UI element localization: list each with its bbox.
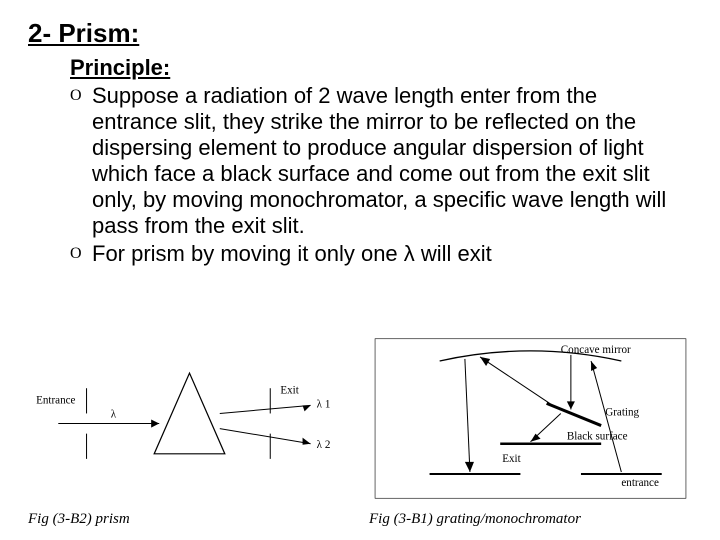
figures-row: Entrance λ Exit λ 1 — [28, 328, 692, 528]
bullet-text: For prism by moving it only one λ will e… — [92, 241, 682, 267]
prism-diagram: Entrance λ Exit λ 1 — [28, 328, 351, 509]
label-lambda1: λ 1 — [317, 398, 331, 410]
label-grating: Grating — [605, 406, 639, 418]
figure-prism: Entrance λ Exit λ 1 — [28, 328, 351, 528]
bullet-marker: O — [70, 83, 92, 106]
list-item: O Suppose a radiation of 2 wave length e… — [70, 83, 682, 239]
bullet-list: O Suppose a radiation of 2 wave length e… — [70, 83, 682, 267]
list-item: O For prism by moving it only one λ will… — [70, 241, 682, 267]
slide-title: 2- Prism: — [28, 18, 692, 49]
label-concave: Concave mirror — [561, 344, 631, 356]
label-entrance: Entrance — [36, 394, 75, 406]
slide: 2- Prism: Principle: O Suppose a radiati… — [0, 0, 720, 540]
label-exit: Exit — [502, 453, 521, 465]
slide-subtitle: Principle: — [70, 55, 692, 81]
figure-caption: Fig (3-B2) prism — [28, 511, 351, 528]
label-entrance: entrance — [621, 477, 659, 489]
grating-diagram: Concave mirror Grating Black surface Exi… — [369, 328, 692, 509]
label-exit: Exit — [280, 384, 299, 396]
figure-caption: Fig (3-B1) grating/monochromator — [369, 511, 692, 528]
label-lambda: λ — [111, 408, 117, 420]
label-black: Black surface — [567, 431, 628, 443]
figure-grating: Concave mirror Grating Black surface Exi… — [369, 328, 692, 528]
label-lambda2: λ 2 — [317, 439, 331, 451]
bullet-marker: O — [70, 241, 92, 264]
bullet-text: Suppose a radiation of 2 wave length ent… — [92, 83, 682, 239]
